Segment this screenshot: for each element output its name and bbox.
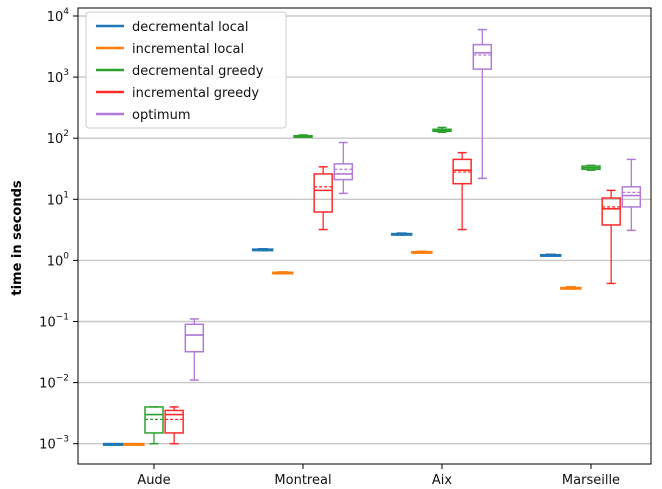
box-4-2 bbox=[472, 28, 493, 180]
y-axis-label: time in seconds bbox=[10, 180, 25, 296]
box-1-2 bbox=[411, 250, 433, 254]
box-0-1 bbox=[251, 248, 274, 252]
legend: decremental local incremental local decrem… bbox=[85, 11, 287, 129]
y-tick-label: 10−3 bbox=[39, 435, 69, 453]
box-2-2 bbox=[432, 126, 452, 134]
box-3-2 bbox=[452, 151, 472, 231]
box-3-0 bbox=[164, 406, 184, 445]
plot-frame bbox=[77, 7, 652, 465]
y-tick-label: 100 bbox=[47, 251, 70, 269]
legend-label: decremental greedy bbox=[132, 64, 264, 79]
y-tick-label: 101 bbox=[47, 190, 69, 208]
box-0-3 bbox=[539, 253, 562, 257]
box-0-2 bbox=[390, 232, 413, 236]
box bbox=[621, 186, 642, 208]
legend-label: optimum bbox=[132, 108, 190, 123]
box-4-0 bbox=[184, 318, 205, 381]
box-3-1 bbox=[313, 166, 333, 231]
box-2-3 bbox=[581, 164, 601, 171]
y-tick-label: 104 bbox=[47, 7, 70, 25]
box-1-1 bbox=[272, 271, 294, 275]
box-4-3 bbox=[621, 158, 642, 232]
axes: 10−3 10−2 10−1 100 101 102 103 104 Aude Montreal A… bbox=[39, 7, 652, 488]
box-1-3 bbox=[560, 286, 582, 290]
box-plots bbox=[102, 28, 642, 446]
box bbox=[184, 323, 205, 353]
x-tick-label: Marseille bbox=[562, 473, 620, 488]
box-2-1 bbox=[293, 134, 313, 138]
box bbox=[601, 197, 621, 226]
box-4-1 bbox=[333, 141, 354, 195]
box-3-3 bbox=[601, 189, 621, 285]
box bbox=[164, 409, 184, 434]
y-tick-label: 103 bbox=[47, 68, 69, 86]
legend-label: incremental greedy bbox=[132, 86, 259, 101]
y-tick-label: 10−2 bbox=[39, 374, 69, 392]
box bbox=[472, 43, 493, 70]
legend-box bbox=[85, 11, 287, 129]
box bbox=[333, 163, 354, 181]
legend-label: decremental local bbox=[132, 20, 248, 35]
x-tick-label: Aude bbox=[137, 473, 170, 488]
legend-label: incremental local bbox=[132, 42, 244, 57]
box bbox=[313, 173, 333, 213]
x-tick-label: Aix bbox=[432, 473, 453, 488]
box-0-0 bbox=[102, 442, 125, 446]
y-tick-label: 10−1 bbox=[39, 313, 69, 331]
y-tick-label: 102 bbox=[47, 129, 69, 147]
x-tick-label: Montreal bbox=[274, 473, 331, 488]
box-2-0 bbox=[144, 406, 164, 445]
box-1-0 bbox=[123, 442, 145, 446]
